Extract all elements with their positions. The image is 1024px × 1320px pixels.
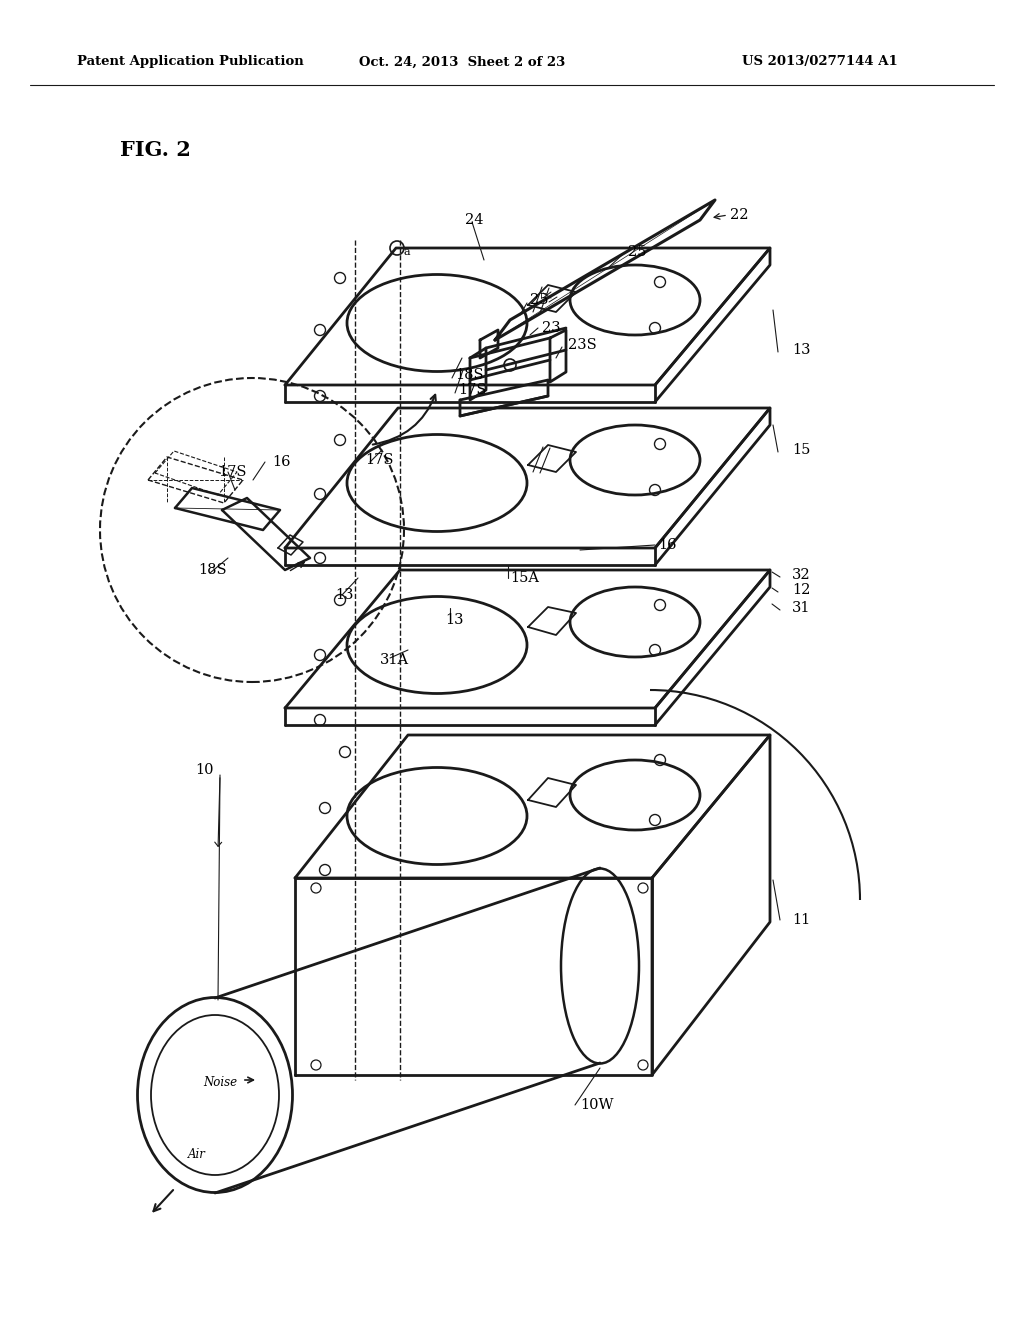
Text: Noise: Noise xyxy=(203,1076,238,1089)
Text: 23S: 23S xyxy=(568,338,597,352)
Text: 18S: 18S xyxy=(198,564,226,577)
Text: 13: 13 xyxy=(335,587,353,602)
Text: 15A: 15A xyxy=(510,572,539,585)
Text: Patent Application Publication: Patent Application Publication xyxy=(77,55,303,69)
Text: 12: 12 xyxy=(792,583,810,597)
Text: US 2013/0277144 A1: US 2013/0277144 A1 xyxy=(742,55,898,69)
Text: a: a xyxy=(403,247,411,257)
Text: Air: Air xyxy=(188,1148,206,1162)
Text: 13: 13 xyxy=(792,343,811,356)
Text: 10: 10 xyxy=(195,763,213,777)
Text: 22: 22 xyxy=(730,209,749,222)
Text: 13: 13 xyxy=(445,612,464,627)
Text: 25: 25 xyxy=(530,293,549,308)
Text: Oct. 24, 2013  Sheet 2 of 23: Oct. 24, 2013 Sheet 2 of 23 xyxy=(358,55,565,69)
Text: 18S: 18S xyxy=(455,368,483,381)
Text: 16: 16 xyxy=(272,455,291,469)
Text: 16: 16 xyxy=(658,539,677,552)
Text: 24: 24 xyxy=(465,213,483,227)
Text: 23: 23 xyxy=(542,321,560,335)
Text: 17S: 17S xyxy=(458,383,486,397)
Text: 32: 32 xyxy=(792,568,811,582)
Text: 10W: 10W xyxy=(580,1098,613,1111)
Text: FIG. 2: FIG. 2 xyxy=(120,140,190,160)
Text: 15: 15 xyxy=(792,444,810,457)
Text: 31A: 31A xyxy=(380,653,410,667)
Text: 31: 31 xyxy=(792,601,811,615)
Text: 17S: 17S xyxy=(365,453,393,467)
Text: 11: 11 xyxy=(792,913,810,927)
Text: 17S: 17S xyxy=(218,465,247,479)
Text: 25: 25 xyxy=(628,246,646,259)
